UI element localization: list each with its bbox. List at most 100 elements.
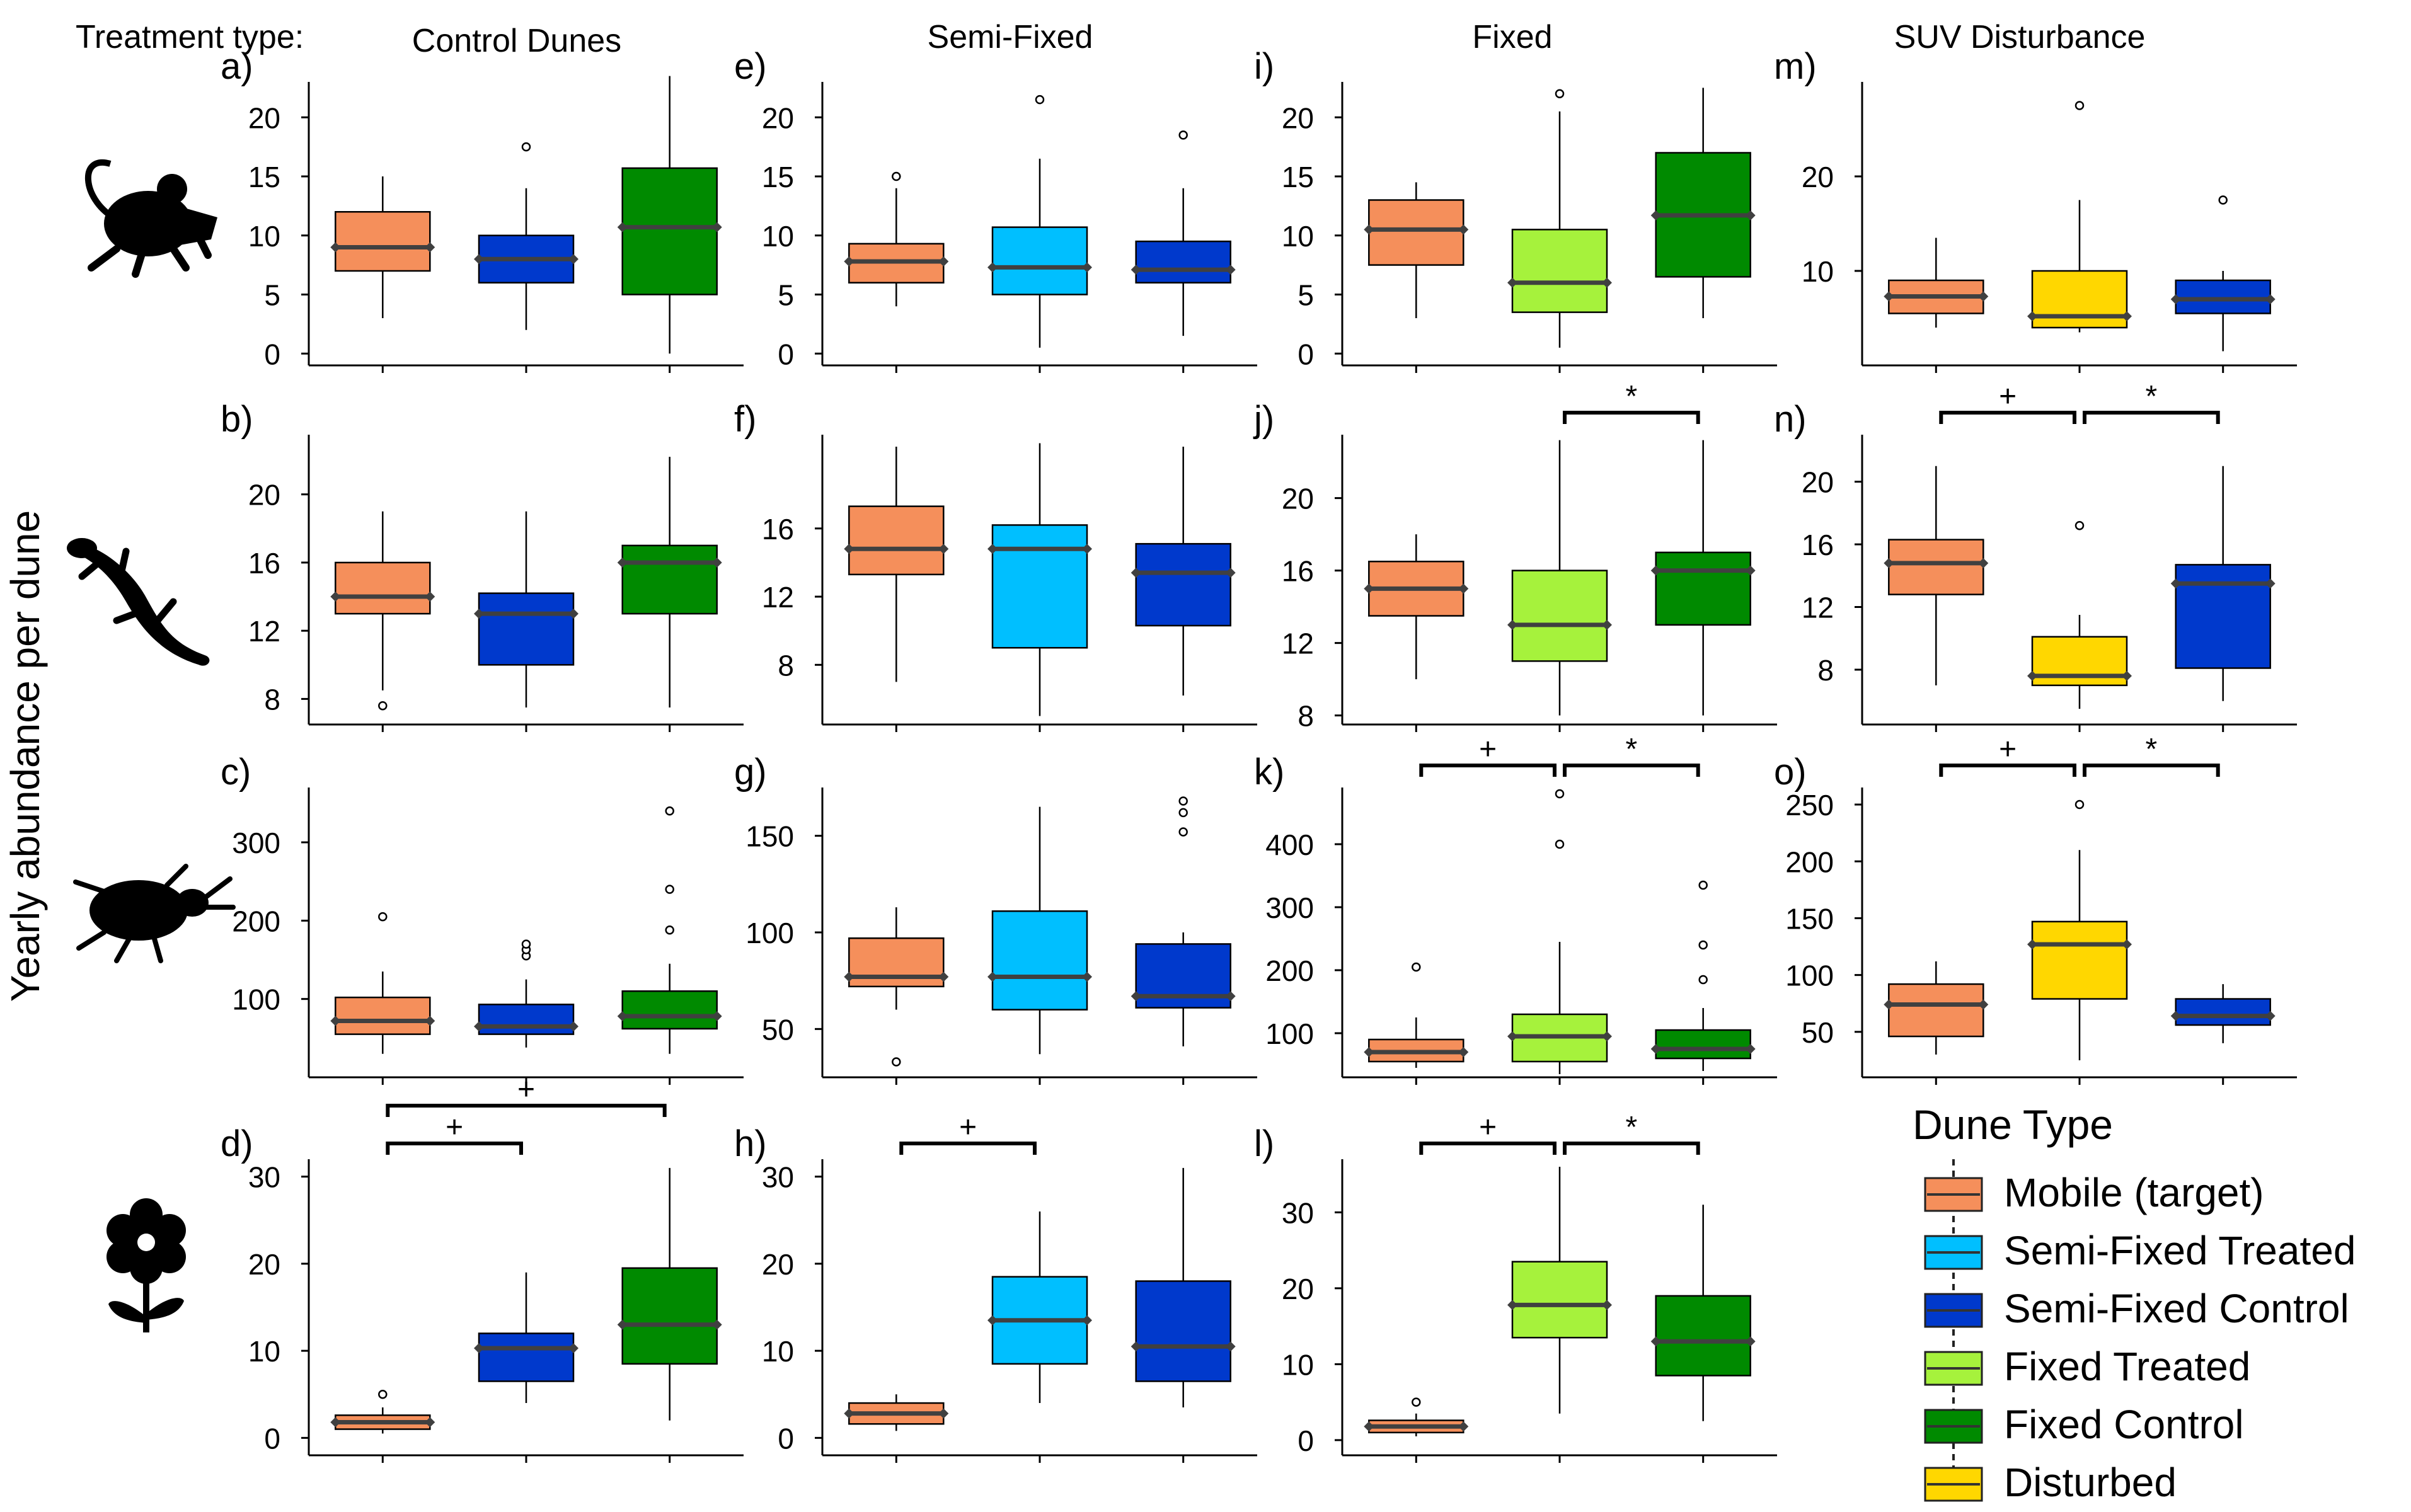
y-tick-label: 16 [248, 547, 280, 580]
y-tick-label: 10 [248, 1335, 280, 1368]
y-tick-label: 16 [1802, 529, 1834, 561]
outlier-point [378, 1389, 388, 1399]
box-semi-fixed-control [2175, 279, 2271, 314]
panel-l: l) 0 10 20 30 + * [1254, 1111, 1777, 1463]
panel-a: a) 0 5 10 15 20 [221, 46, 744, 373]
y-tick-label: 10 [762, 1335, 794, 1368]
significance-label: + [959, 1111, 977, 1144]
box-fixed-control [621, 990, 718, 1030]
significance-bracket [1939, 764, 2076, 777]
legend-title: Dune Type [1913, 1101, 2113, 1148]
significance-label: * [2146, 733, 2158, 766]
y-tick-label: 400 [1265, 828, 1314, 861]
panel-label: i) [1254, 46, 1274, 87]
outlier-point [1412, 962, 1421, 972]
outlier-point [892, 171, 901, 181]
outlier-point [1178, 808, 1188, 818]
box-semi-fixed-control [2175, 564, 2271, 669]
panel-label: h) [734, 1123, 767, 1164]
y-tick-label: 200 [232, 905, 280, 937]
y-tick-label: 12 [248, 615, 280, 648]
panel-label: o) [1774, 752, 1807, 793]
outlier-point [665, 806, 674, 816]
significance-label: * [1626, 733, 1638, 766]
box-fixed-treated [1511, 229, 1608, 313]
box-disturbed [2031, 270, 2128, 329]
outlier-point [2074, 520, 2085, 530]
box-fixed-control [1655, 551, 1751, 626]
y-tick-label: 8 [264, 683, 280, 716]
legend-label: Semi-Fixed Control [2004, 1286, 2349, 1331]
panel-d: d) 0 10 20 30 + + [221, 1073, 744, 1463]
box-semi-fixed-control [1135, 542, 1231, 627]
box-semi-fixed-control [2175, 998, 2271, 1026]
panel-label: f) [734, 399, 756, 440]
significance-label: * [2146, 380, 2158, 413]
beetle-icon [73, 864, 236, 963]
y-tick-label: 10 [1802, 255, 1834, 288]
outlier-point [378, 701, 388, 711]
significance-bracket [899, 1142, 1037, 1155]
y-tick-label: 20 [1282, 101, 1314, 134]
panel-f: f) 8 12 16 [734, 399, 1257, 732]
y-tick-label: 20 [762, 101, 794, 134]
y-tick-label: 0 [778, 338, 794, 370]
outlier-point [1178, 796, 1188, 806]
y-tick-label: 15 [248, 161, 280, 193]
panel-label: e) [734, 46, 767, 87]
box-semi-fixed-control [1135, 240, 1231, 284]
significance-label: * [1626, 380, 1638, 413]
significance-label: * [1626, 1111, 1638, 1144]
significance-bracket [1563, 1142, 1700, 1155]
outlier-point [1698, 880, 1708, 890]
box-fixed-control [621, 1267, 718, 1365]
y-tick-label: 20 [248, 479, 280, 512]
box-mobile-target- [1888, 983, 1984, 1038]
outlier-point [1698, 975, 1708, 985]
outlier-point [665, 925, 674, 935]
significance-bracket [1939, 411, 2076, 424]
legend-label: Fixed Treated [2004, 1344, 2250, 1389]
panel-label: l) [1254, 1123, 1274, 1164]
y-tick-label: 150 [1785, 902, 1834, 935]
panel-c: c) 100 200 300 [221, 752, 744, 1085]
panel-label: n) [1774, 399, 1807, 440]
y-tick-label: 0 [778, 1422, 794, 1455]
panel-label: g) [734, 752, 767, 793]
panel-o: o) 50 100 150 200 250 + * [1774, 733, 2297, 1085]
panel-label: b) [221, 399, 253, 440]
treatment-type-label: Treatment type: [76, 19, 304, 55]
box-semi-fixed-treated [991, 910, 1088, 1011]
column-header-control-dunes: Control Dunes [412, 23, 621, 59]
flower-icon [106, 1198, 186, 1332]
panel-label: a) [221, 46, 253, 87]
outlier-point [2074, 101, 2085, 110]
y-tick-label: 0 [1298, 1424, 1314, 1457]
box-mobile-target- [335, 211, 431, 272]
outlier-point [1698, 940, 1708, 950]
significance-bracket [1563, 764, 1700, 777]
outlier-point [2074, 799, 2085, 810]
outlier-point [521, 142, 531, 152]
y-tick-label: 8 [778, 649, 794, 682]
legend-label: Mobile (target) [2004, 1170, 2264, 1215]
y-tick-label: 150 [745, 820, 794, 853]
y-tick-label: 20 [1282, 483, 1314, 515]
box-semi-fixed-control [478, 1004, 575, 1035]
box-fixed-treated [1511, 570, 1608, 662]
panel-label: c) [221, 752, 251, 793]
y-tick-label: 50 [762, 1013, 794, 1046]
panel-m: m) 10 20 [1774, 46, 2297, 373]
panel-e: e) 0 5 10 15 20 [734, 46, 1257, 373]
outlier-point [1555, 89, 1565, 98]
panel-i: i) 0 5 10 15 20 [1254, 46, 1777, 373]
significance-bracket [1563, 411, 1700, 424]
y-tick-label: 0 [264, 1422, 280, 1455]
outlier-point [892, 1057, 901, 1067]
panel-label: k) [1254, 752, 1284, 793]
y-tick-label: 100 [745, 917, 794, 949]
panel-g: g) 50 100 150 [734, 752, 1257, 1085]
significance-bracket [386, 1104, 667, 1117]
y-tick-label: 16 [762, 513, 794, 546]
